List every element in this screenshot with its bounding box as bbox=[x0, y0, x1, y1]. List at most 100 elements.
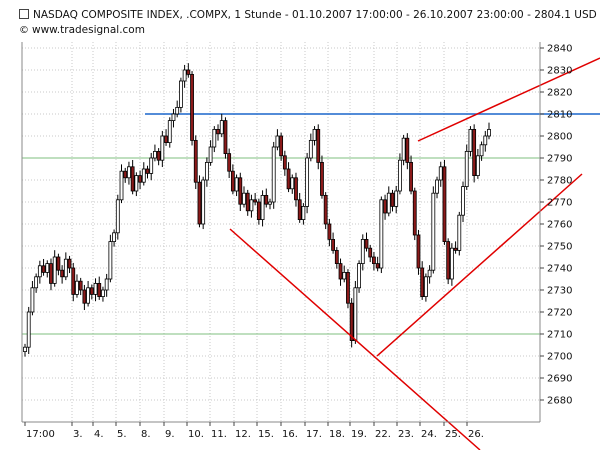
candle-up bbox=[134, 175, 139, 192]
candle-up bbox=[479, 144, 484, 157]
candle-down bbox=[346, 271, 350, 304]
candle-up bbox=[427, 269, 432, 278]
x-tick-label: 25. bbox=[445, 429, 461, 440]
candle-down bbox=[338, 263, 343, 280]
candle-down bbox=[123, 170, 128, 179]
chart-checkbox-icon[interactable] bbox=[19, 9, 29, 19]
candle-down bbox=[186, 69, 191, 75]
candle-down bbox=[405, 137, 410, 163]
candle-down bbox=[256, 201, 261, 221]
candle-down bbox=[279, 135, 284, 157]
chart-title-row: NASDAQ COMPOSITE INDEX, .COMPX, 1 Stunde… bbox=[19, 9, 597, 21]
candle-up bbox=[93, 282, 98, 295]
candle-up bbox=[394, 190, 399, 207]
candle-down bbox=[238, 177, 243, 205]
candle-up bbox=[153, 150, 157, 159]
candle-up bbox=[234, 177, 239, 192]
x-tick-label: 23. bbox=[398, 429, 414, 440]
candle-up bbox=[108, 241, 113, 280]
candle-down bbox=[453, 247, 458, 251]
x-axis: 17:00 3. 4. 5. 8. 9. 10. 11. 12. 15. 16. 17. 18. 19. 2… bbox=[24, 422, 484, 440]
candle-up bbox=[37, 265, 42, 278]
candle-up bbox=[249, 199, 254, 212]
y-tick-label: 2730 bbox=[547, 286, 572, 297]
candle-down bbox=[472, 128, 477, 176]
candle-up bbox=[431, 192, 436, 271]
candle-up bbox=[305, 157, 310, 207]
candle-up bbox=[34, 276, 39, 289]
chart-source: www.tradesignal.com bbox=[32, 24, 145, 36]
y-tick-label: 2820 bbox=[547, 88, 572, 99]
candle-up bbox=[171, 113, 176, 121]
candle-up bbox=[212, 128, 217, 148]
candle-down bbox=[390, 192, 395, 207]
candle-up bbox=[179, 80, 183, 108]
x-tick-label: 17. bbox=[306, 429, 322, 440]
candle-up bbox=[115, 199, 120, 234]
candle-down bbox=[71, 267, 76, 295]
candle-down bbox=[372, 256, 376, 264]
x-tick-label: 5. bbox=[117, 429, 127, 440]
candle-up bbox=[312, 128, 317, 141]
candle-up bbox=[52, 256, 57, 284]
x-tick-label: 3. bbox=[73, 429, 83, 440]
candle-up bbox=[301, 205, 306, 220]
candle-down bbox=[282, 155, 287, 170]
candle-up bbox=[30, 287, 35, 313]
candle-down bbox=[297, 199, 302, 221]
candle-down bbox=[327, 223, 332, 240]
candle-down bbox=[227, 153, 232, 172]
trend-lines bbox=[229, 57, 600, 450]
candle-down bbox=[264, 194, 269, 205]
candle-up bbox=[379, 199, 384, 269]
candle-down bbox=[383, 199, 387, 214]
candle-up bbox=[435, 179, 439, 194]
candle-down bbox=[56, 256, 61, 271]
candle-up bbox=[398, 159, 402, 192]
candle-up bbox=[167, 120, 172, 143]
x-tick-label: 9. bbox=[165, 429, 175, 440]
candle-down bbox=[349, 302, 354, 342]
candle-down bbox=[286, 168, 291, 190]
candle-up bbox=[149, 157, 154, 174]
source-row: © www.tradesignal.com bbox=[19, 24, 145, 36]
candle-down bbox=[446, 241, 451, 280]
candle-up bbox=[112, 232, 116, 243]
candle-up bbox=[119, 170, 124, 201]
candle-down bbox=[368, 247, 373, 258]
candle-down bbox=[323, 194, 328, 225]
candle-up bbox=[308, 139, 313, 159]
candle-up bbox=[175, 107, 180, 115]
candle-down bbox=[60, 269, 65, 278]
x-tick-label: 15. bbox=[258, 429, 274, 440]
candle-up bbox=[141, 168, 146, 183]
candle-down bbox=[334, 249, 339, 264]
candle-down bbox=[97, 282, 102, 297]
y-tick-label: 2690 bbox=[547, 374, 572, 385]
candle-down bbox=[78, 280, 83, 291]
candle-up bbox=[290, 177, 295, 190]
candle-down bbox=[216, 128, 220, 135]
candle-down bbox=[223, 120, 228, 154]
trend-line-up-upper bbox=[417, 57, 600, 142]
candle-up bbox=[360, 238, 365, 264]
candle-up bbox=[475, 155, 480, 177]
candle-up bbox=[101, 289, 105, 297]
candle-up bbox=[438, 166, 443, 181]
y-tick-label: 2810 bbox=[547, 110, 572, 121]
x-tick-label: 26. bbox=[468, 429, 484, 440]
y-tick-label: 2780 bbox=[547, 176, 572, 187]
x-tick-label: 19. bbox=[351, 429, 367, 440]
candle-up bbox=[201, 179, 206, 225]
x-tick-label: 10. bbox=[188, 429, 204, 440]
x-tick-label: 8. bbox=[141, 429, 151, 440]
candle-up bbox=[219, 120, 224, 135]
candle-up bbox=[423, 276, 428, 297]
y-tick-label: 2740 bbox=[547, 264, 572, 275]
candle-up bbox=[63, 258, 68, 278]
y-tick-label: 2830 bbox=[547, 66, 572, 77]
candle-up bbox=[260, 194, 265, 220]
candle-down bbox=[145, 168, 150, 174]
candle-up bbox=[45, 263, 50, 273]
candle-down bbox=[416, 234, 421, 269]
